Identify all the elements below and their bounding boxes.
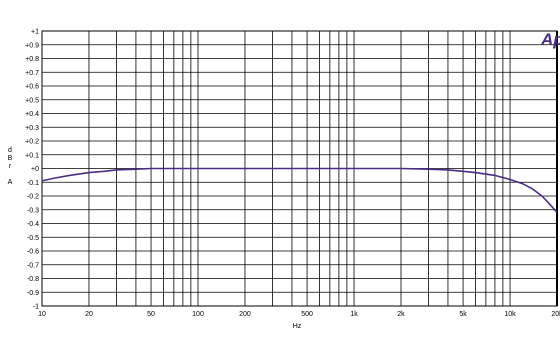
y-tick-label: -0.5: [27, 235, 39, 242]
y-tick-label: +0.2: [25, 139, 39, 146]
y-tick-label: +0.6: [25, 84, 39, 91]
grid: [41, 30, 558, 307]
y-tick-label: -0.9: [27, 290, 39, 297]
x-tick-label: 100: [192, 311, 204, 318]
x-tick-label: 10k: [504, 311, 516, 318]
series-line: [41, 167, 558, 214]
response-curve: [41, 167, 558, 214]
y-tick-label: +0: [31, 166, 39, 173]
audio-precision-logo: Ap: [540, 30, 560, 49]
x-tick-labels: 10 20 50 100 200 500 1k 2k 5k 10k 20k: [38, 311, 560, 318]
y-axis-label-char: r: [9, 163, 12, 170]
y-axis-label-char: A: [8, 179, 13, 186]
y-tick-label: -0.2: [27, 194, 39, 201]
y-tick-label: -0.1: [27, 180, 39, 187]
x-tick-label: 50: [147, 311, 155, 318]
plot-frame: [41, 30, 558, 307]
x-tick-label: 1k: [350, 311, 358, 318]
x-axis-label: Hz: [293, 323, 302, 330]
y-tick-label: +0.8: [25, 56, 39, 63]
x-tick-label: 10: [38, 311, 46, 318]
x-tick-label: 20: [85, 311, 93, 318]
y-tick-label: +0.4: [25, 111, 39, 118]
y-axis-label-char: d: [8, 147, 12, 154]
y-axis-label-char: B: [8, 155, 13, 162]
y-axis-label: dBr A: [8, 147, 13, 186]
x-tick-label: 5k: [459, 311, 467, 318]
y-tick-label: -0.8: [27, 276, 39, 283]
x-tick-label: 2k: [397, 311, 405, 318]
y-tick-label: +0.9: [25, 42, 39, 49]
y-tick-labels: +1 +0.9 +0.8 +0.7 +0.6 +0.5 +0.4 +0.3 +0.2 +0.1 +0…: [25, 29, 39, 311]
y-tick-label: -0.3: [27, 207, 39, 214]
y-tick-label: +1: [31, 29, 39, 36]
y-tick-label: -1: [33, 304, 39, 311]
y-tick-label: +0.5: [25, 97, 39, 104]
x-tick-label: 20k: [551, 311, 560, 318]
x-tick-label: 500: [301, 311, 313, 318]
x-tick-label: 200: [239, 311, 251, 318]
y-tick-label: -0.7: [27, 262, 39, 269]
y-tick-label: -0.4: [27, 221, 39, 228]
y-tick-label: +0.1: [25, 152, 39, 159]
y-tick-label: +0.3: [25, 125, 39, 132]
y-tick-label: +0.7: [25, 70, 39, 77]
y-tick-label: -0.6: [27, 249, 39, 256]
